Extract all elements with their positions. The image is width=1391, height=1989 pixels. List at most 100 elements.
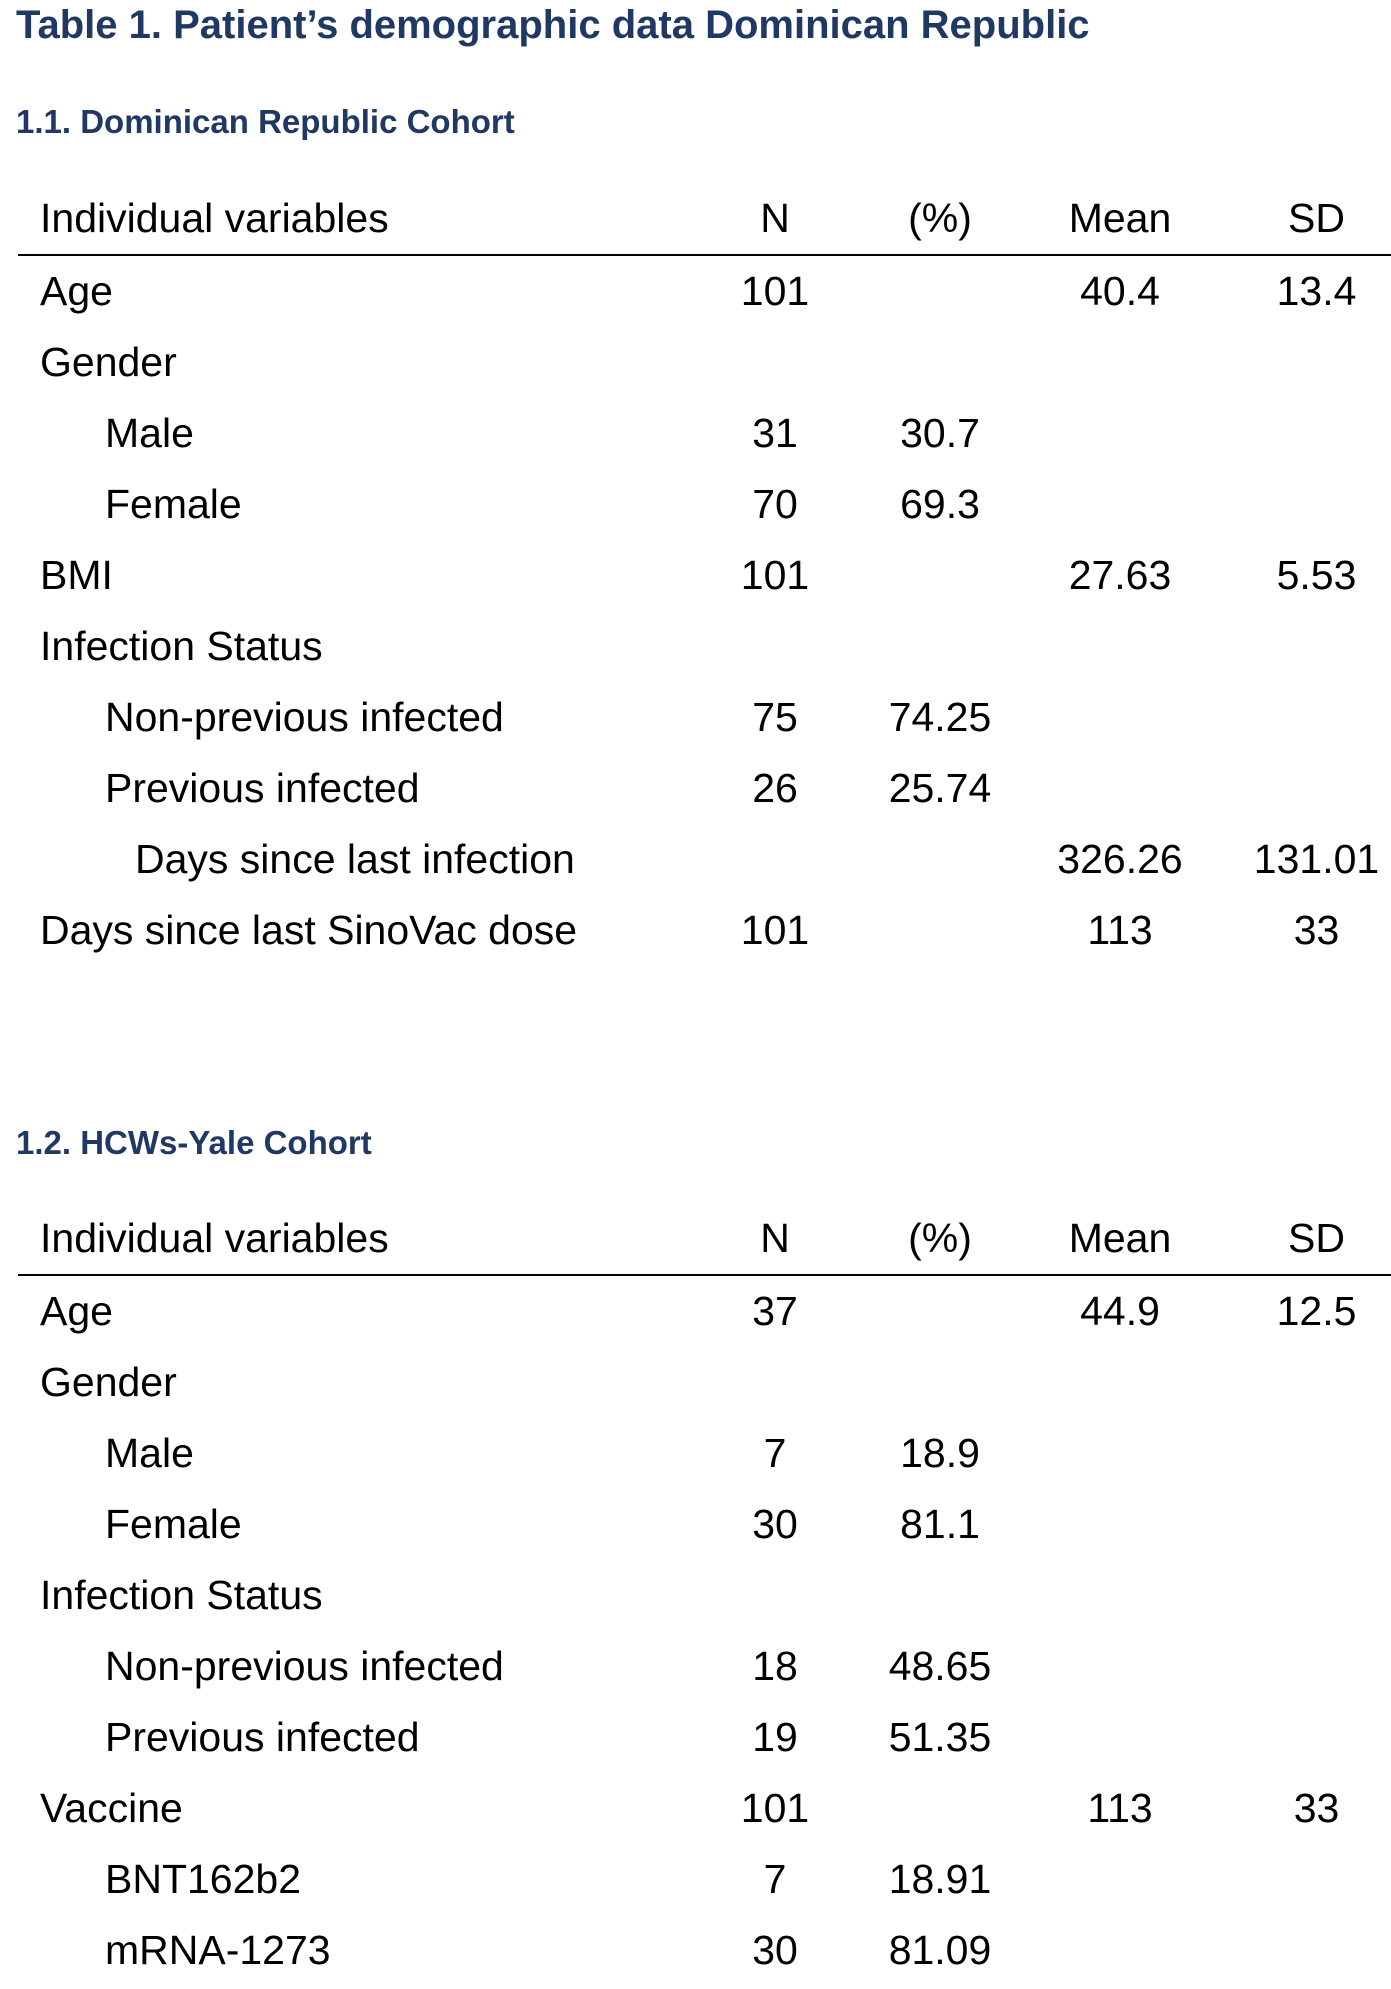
table-row: BMI 101 27.63 5.53 — [18, 540, 1391, 611]
row-label: Non-previous infected — [105, 1643, 504, 1689]
cell-n: 30 — [752, 1927, 798, 1973]
table-row: mRNA-1273 30 81.09 — [18, 1915, 1391, 1986]
cell-mean — [1020, 611, 1220, 682]
cell-n: 37 — [752, 1288, 798, 1334]
table-row: Infection Status — [18, 611, 1391, 682]
cell-mean: 27.63 — [1068, 552, 1172, 598]
cell-percent — [860, 895, 1020, 966]
row-label: Previous infected — [105, 1714, 420, 1760]
page-title: Table 1. Patient’s demographic data Domi… — [16, 3, 1090, 47]
cell-mean — [1020, 1702, 1220, 1773]
row-label: Infection Status — [40, 1572, 323, 1618]
cell-mean — [1020, 1631, 1220, 1702]
cell-sd: 33 — [1293, 1785, 1340, 1831]
row-label: mRNA-1273 — [105, 1927, 331, 1973]
cell-mean — [1020, 1560, 1220, 1631]
dominican-republic-cohort-table: Individual variables N (%) Mean SD Age 1… — [18, 183, 1391, 966]
row-label: Non-previous infected — [105, 694, 504, 740]
row-label: Vaccine — [40, 1785, 183, 1831]
cell-sd — [1220, 327, 1391, 398]
cell-mean — [1020, 753, 1220, 824]
hcws-yale-cohort-table: Individual variables N (%) Mean SD Age 3… — [18, 1203, 1391, 1986]
cell-mean — [1020, 1915, 1220, 1986]
cell-percent: 81.09 — [888, 1927, 992, 1973]
table-row: Female 30 81.1 — [18, 1489, 1391, 1560]
row-label: Gender — [40, 339, 177, 385]
cell-sd — [1220, 469, 1391, 540]
cell-sd: 131.01 — [1253, 836, 1380, 882]
cell-n: 31 — [752, 410, 798, 456]
table-row: Non-previous infected 75 74.25 — [18, 682, 1391, 753]
cell-n: 101 — [740, 1785, 810, 1831]
cell-sd: 12.5 — [1276, 1288, 1357, 1334]
cell-mean: 326.26 — [1057, 836, 1183, 882]
cell-n: 101 — [740, 552, 810, 598]
row-label: Male — [105, 1430, 194, 1476]
table-row: Male 7 18.9 — [18, 1418, 1391, 1489]
table-row: Days since last SinoVac dose 101 113 33 — [18, 895, 1391, 966]
cell-percent — [860, 1347, 1020, 1418]
row-label: Age — [40, 1288, 113, 1334]
cell-percent: 25.74 — [888, 765, 992, 811]
cell-sd — [1220, 1702, 1391, 1773]
row-label: Gender — [40, 1359, 177, 1405]
column-header-mean: Mean — [1020, 183, 1220, 256]
column-header-sd: SD — [1220, 1203, 1391, 1276]
cell-n — [690, 1347, 860, 1418]
table-row: Non-previous infected 18 48.65 — [18, 1631, 1391, 1702]
cell-n: 101 — [740, 268, 810, 314]
column-header-mean: Mean — [1020, 1203, 1220, 1276]
table-row: Days since last infection 326.26 131.01 — [18, 824, 1391, 895]
column-header-n: N — [690, 1203, 860, 1276]
cell-sd: 13.4 — [1276, 268, 1357, 314]
column-header-variables: Individual variables — [18, 183, 690, 256]
cell-n: 18 — [752, 1643, 798, 1689]
cell-sd — [1220, 398, 1391, 469]
cell-sd — [1220, 1560, 1391, 1631]
table-row: Gender — [18, 1347, 1391, 1418]
cell-sd — [1220, 1631, 1391, 1702]
cell-n: 7 — [763, 1430, 787, 1476]
cell-percent: 18.91 — [888, 1856, 992, 1902]
column-header-n: N — [690, 183, 860, 256]
cell-mean — [1020, 1844, 1220, 1915]
cell-percent — [860, 824, 1020, 895]
row-label: Previous infected — [105, 765, 420, 811]
table-header-row: Individual variables N (%) Mean SD — [18, 183, 1391, 256]
cell-percent: 69.3 — [900, 481, 980, 527]
cell-mean — [1020, 398, 1220, 469]
row-label: Age — [40, 268, 113, 314]
column-header-percent: (%) — [860, 1203, 1020, 1276]
column-header-variables: Individual variables — [18, 1203, 690, 1276]
section-heading-hcws-yale-cohort: 1.2. HCWs-Yale Cohort — [16, 1124, 372, 1161]
table-row: Male 31 30.7 — [18, 398, 1391, 469]
cell-n — [690, 1560, 860, 1631]
row-label: Infection Status — [40, 623, 323, 669]
cell-sd: 5.53 — [1276, 552, 1357, 598]
row-label: Days since last SinoVac dose — [40, 907, 578, 953]
cell-sd — [1220, 611, 1391, 682]
table-row: Age 37 44.9 12.5 — [18, 1275, 1391, 1347]
cell-sd — [1220, 753, 1391, 824]
cell-mean — [1020, 682, 1220, 753]
row-label: BNT162b2 — [105, 1856, 302, 1902]
cell-percent: 81.1 — [900, 1501, 980, 1547]
cell-n: 75 — [752, 694, 798, 740]
cell-percent: 30.7 — [900, 410, 980, 456]
row-label: BMI — [40, 552, 113, 598]
cell-percent: 51.35 — [888, 1714, 992, 1760]
cell-percent — [860, 255, 1020, 327]
cell-mean — [1020, 469, 1220, 540]
cell-sd — [1220, 1347, 1391, 1418]
cell-n — [690, 611, 860, 682]
cell-percent — [860, 1275, 1020, 1347]
column-header-sd: SD — [1220, 183, 1391, 256]
cell-percent — [860, 611, 1020, 682]
table-row: Age 101 40.4 13.4 — [18, 255, 1391, 327]
cell-percent — [860, 540, 1020, 611]
cell-sd — [1220, 1844, 1391, 1915]
cell-n: 7 — [763, 1856, 787, 1902]
cell-sd — [1220, 682, 1391, 753]
cell-mean — [1020, 1418, 1220, 1489]
cell-percent: 74.25 — [888, 694, 992, 740]
